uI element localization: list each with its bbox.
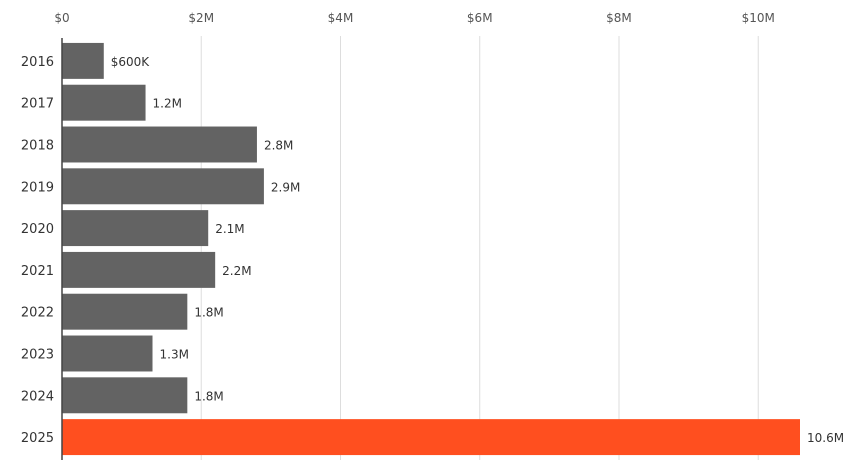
category-label: 2023 — [21, 348, 54, 363]
value-label: 1.8M — [194, 389, 223, 403]
bar-2016 — [62, 43, 104, 79]
value-label: 2.9M — [271, 180, 300, 194]
value-label: 1.8M — [194, 306, 223, 320]
bar-2019 — [62, 168, 264, 204]
category-label: 2020 — [21, 222, 54, 237]
value-labels: $600K 1.2M 2.8M 2.9M 2.1M 2.2M 1.8M 1.3M 1.8M 10.… — [111, 55, 844, 445]
category-label: 2022 — [21, 306, 54, 321]
x-tick-label: $4M — [328, 11, 354, 25]
category-label: 2018 — [21, 139, 54, 154]
category-label: 2017 — [21, 97, 54, 112]
value-label: 1.3M — [160, 348, 189, 362]
category-label: 2025 — [21, 431, 54, 446]
bar-2018 — [62, 127, 257, 163]
bar-2022 — [62, 294, 187, 330]
category-label: 2024 — [21, 389, 54, 404]
bar-2025 — [62, 419, 800, 455]
gridlines — [201, 36, 758, 460]
value-label: 2.8M — [264, 139, 293, 153]
x-tick-label: $10M — [742, 11, 775, 25]
value-label: 2.1M — [215, 222, 244, 236]
bar-2021 — [62, 252, 215, 288]
category-label: 2021 — [21, 264, 54, 279]
x-tick-label: $8M — [606, 11, 632, 25]
bar-2017 — [62, 85, 146, 121]
category-label: 2019 — [21, 180, 54, 195]
y-axis-categories: 2016 2017 2018 2019 2020 2021 2022 2023 2024 2025 — [21, 55, 54, 446]
value-label: 1.2M — [153, 97, 182, 111]
x-axis-ticks: $0 $2M $4M $6M $8M $10M — [54, 11, 774, 25]
bar-2024 — [62, 377, 187, 413]
x-tick-label: $0 — [54, 11, 69, 25]
bar-2023 — [62, 336, 153, 372]
value-label: 10.6M — [807, 431, 844, 445]
category-label: 2016 — [21, 55, 54, 70]
bar-2020 — [62, 210, 208, 246]
value-label: 2.2M — [222, 264, 251, 278]
x-tick-label: $2M — [188, 11, 214, 25]
value-label: $600K — [111, 55, 151, 69]
x-tick-label: $6M — [467, 11, 493, 25]
